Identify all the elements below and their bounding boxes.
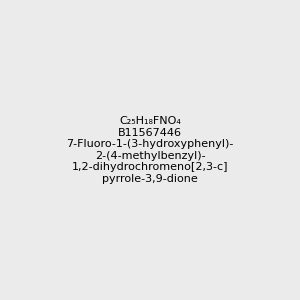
Text: C₂₅H₁₈FNO₄
B11567446
7-Fluoro-1-(3-hydroxyphenyl)-
2-(4-methylbenzyl)-
1,2-dihyd: C₂₅H₁₈FNO₄ B11567446 7-Fluoro-1-(3-hydro… bbox=[66, 116, 234, 184]
